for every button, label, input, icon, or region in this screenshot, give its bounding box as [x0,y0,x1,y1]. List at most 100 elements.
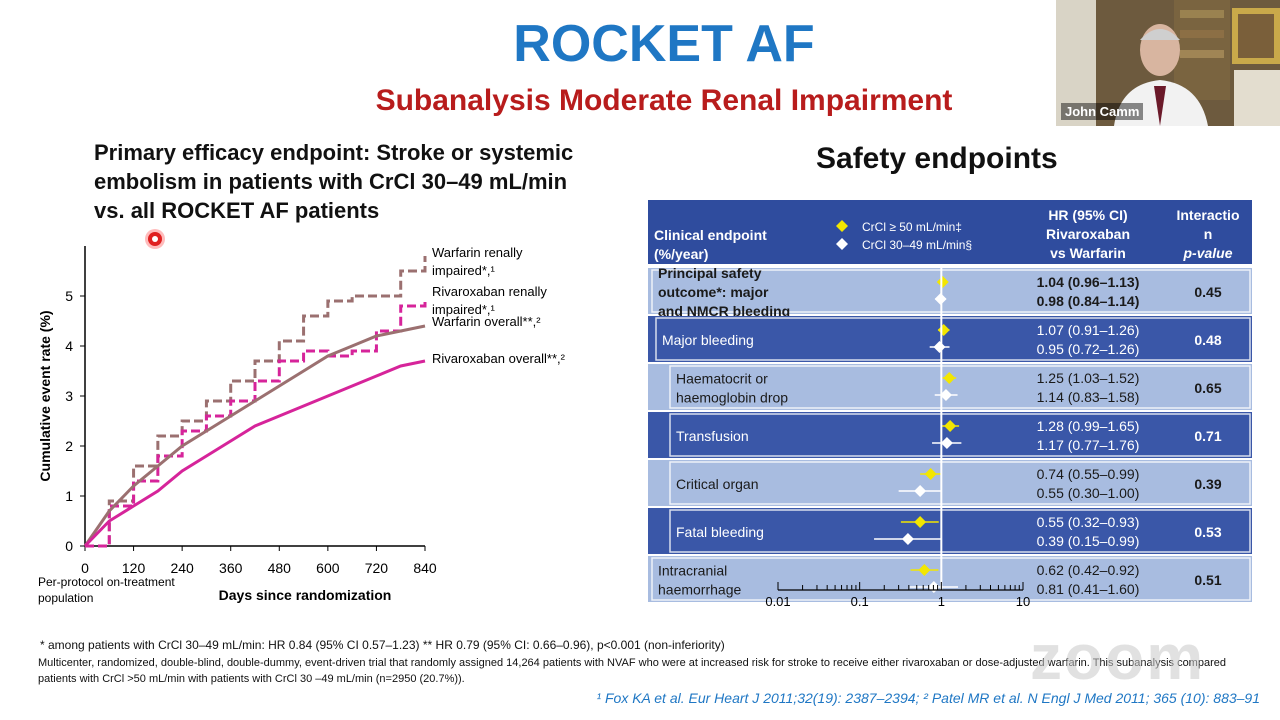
row-hr-crcl-high: 1.04 (0.96–1.13) [1037,274,1140,290]
x-tick-label: 360 [219,560,243,576]
table-row-border [655,317,1251,361]
row-hr-crcl-moderate: 1.17 (0.77–1.76) [1037,437,1140,453]
series-label-1: Warfarin renally impaired*,¹ [432,245,523,278]
x-tick-label: 720 [365,560,389,576]
forest-tick-label: 0.1 [851,594,869,609]
efficacy-heading: Primary efficacy endpoint: Stroke or sys… [94,140,574,223]
table-row-border [669,509,1251,553]
row-hr-crcl-high: 1.25 (1.03–1.52) [1037,370,1140,386]
table-row-bg [648,316,1252,362]
table-row-bg [648,556,1252,602]
y-tick-label: 3 [65,388,73,404]
row-p-value: 0.53 [1194,524,1221,540]
series-line-1 [85,256,427,548]
row-hr-crcl-high: 0.74 (0.55–0.99) [1037,466,1140,482]
point-crcl-high [943,372,956,384]
point-crcl-high [944,420,957,432]
table-row-border [651,269,1251,313]
x-axis-title: Days since randomization [219,587,392,603]
legend-yellow-diamond-icon [836,220,848,232]
point-crcl-high [936,276,949,288]
table-header-bg [648,200,1252,264]
x-tick-label: 240 [170,560,194,576]
footnote-trial-description: Multicenter, randomized, double-blind, d… [38,657,1226,685]
row-hr-crcl-moderate: 1.14 (0.83–1.58) [1037,389,1140,405]
row-hr-crcl-moderate: 0.98 (0.84–1.14) [1037,293,1140,309]
table-row-bg [648,268,1252,314]
table-row-border [669,461,1251,505]
series-line-4 [83,359,426,548]
header-p-3: p-value [1182,245,1232,261]
row-hr-crcl-moderate: 0.39 (0.15–0.99) [1037,533,1140,549]
row-p-value: 0.48 [1194,332,1221,348]
series-label-4: Rivaroxaban overall**,² [432,351,566,366]
row-hr-crcl-high: 1.07 (0.91–1.26) [1037,322,1140,338]
participant-video-tile[interactable]: John Camm [1056,0,1280,126]
x-tick-label: 840 [413,560,437,576]
participant-name: John Camm [1061,103,1144,120]
table-row-bg [648,460,1252,506]
row-hr-crcl-high: 0.62 (0.42–0.92) [1037,562,1140,578]
x-tick-label: 0 [81,560,89,576]
y-tick-label: 4 [65,338,73,354]
row-label: Transfusion [676,428,749,444]
forest-tick-label: 10 [1016,594,1030,609]
header-p-1: Interactio [1176,207,1239,223]
table-row-bg [648,364,1252,410]
header-hr-2: Rivaroxaban [1046,226,1130,242]
participant-video-icon [1056,0,1280,126]
efficacy-line-chart: 0 1 2 3 4 5 0 120 240 360 480 600 720 840 Cumulative e… [37,245,566,605]
population-note: Per-protocol on-treatment [38,575,175,589]
y-axis-title: Cumulative event rate (%) [37,310,53,481]
table-row-border [669,365,1251,409]
row-hr-crcl-moderate: 0.55 (0.30–1.00) [1037,485,1140,501]
point-crcl-moderate [901,533,914,545]
header-p-2: n [1204,226,1213,242]
header-endpoint-unit: (%/year) [654,246,708,262]
point-crcl-moderate [914,485,927,497]
series-line-3 [83,324,426,547]
row-p-value: 0.65 [1194,380,1221,396]
legend-white-diamond-icon [836,238,848,250]
zoom-watermark: zoom [1030,621,1206,693]
row-label: Major bleeding [662,332,754,348]
safety-forest-table: Clinical endpoint (%/year) CrCl ≥ 50 mL/mi… [648,200,1252,609]
table-row-bg [648,508,1252,554]
row-p-value: 0.39 [1194,476,1221,492]
header-hr-3: vs Warfarin [1050,245,1126,261]
row-hr-crcl-moderate: 0.95 (0.72–1.26) [1037,341,1140,357]
population-note-2: population [38,591,93,605]
row-p-value: 0.45 [1194,284,1221,300]
point-crcl-high [914,516,927,528]
row-label: Intracranial haemorrhage [658,563,741,598]
row-p-value: 0.51 [1194,572,1221,588]
row-label: Critical organ [676,476,758,492]
legend-crcl-high: CrCl ≥ 50 mL/min‡ [862,220,962,234]
x-tick-label: 600 [316,560,340,576]
point-crcl-moderate [933,341,946,353]
row-label: Haematocrit or haemoglobin drop [676,371,788,406]
row-hr-crcl-high: 0.55 (0.32–0.93) [1037,514,1140,530]
row-hr-crcl-moderate: 0.81 (0.41–1.60) [1037,581,1140,597]
point-crcl-moderate [939,389,952,401]
y-tick-label: 2 [65,438,73,454]
slide-title: ROCKET AF [513,15,815,73]
row-p-value: 0.71 [1194,428,1221,444]
slide-subtitle: Subanalysis Moderate Renal Impairment [375,84,953,117]
row-label: Principal safety outcome*: major and NMCR … [658,265,790,319]
y-tick-label: 5 [65,288,73,304]
header-hr-1: HR (95% CI) [1048,207,1127,223]
table-row-border [651,557,1251,601]
header-endpoint: Clinical endpoint [654,227,767,243]
x-tick-label: 120 [122,560,146,576]
point-crcl-moderate [940,437,953,449]
references: ¹ Fox KA et al. Eur Heart J 2011;32(19):… [596,690,1260,706]
x-tick-label: 480 [268,560,292,576]
row-hr-crcl-high: 1.28 (0.99–1.65) [1037,418,1140,434]
legend-crcl-moderate: CrCl 30–49 mL/min§ [862,238,972,252]
forest-tick-label: 0.01 [765,594,790,609]
table-row-border [669,413,1251,457]
series-label-2: Rivaroxaban renally impaired*,¹ [432,284,547,317]
point-crcl-high [918,564,931,576]
point-crcl-high [924,468,937,480]
